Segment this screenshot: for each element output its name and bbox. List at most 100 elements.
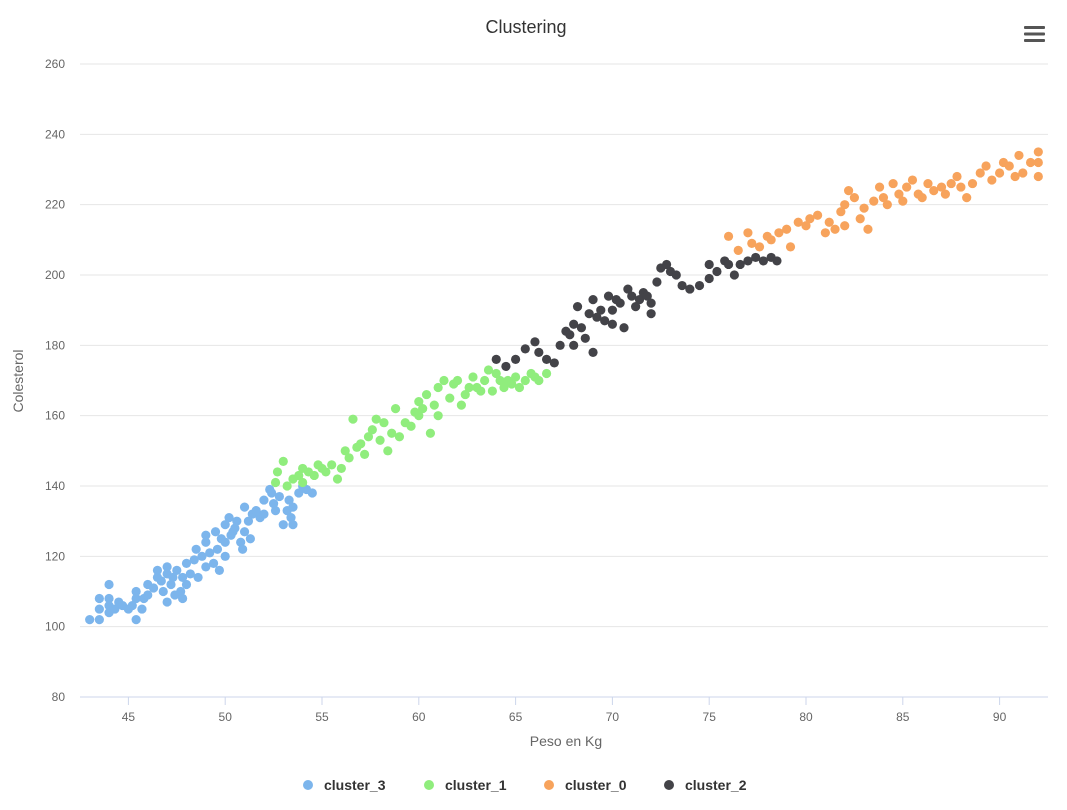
- data-point: [288, 502, 298, 512]
- data-point: [733, 245, 743, 255]
- data-point: [923, 178, 933, 189]
- data-point: [634, 295, 645, 305]
- data-point: [193, 572, 203, 583]
- y-tick-label: 140: [45, 479, 65, 493]
- data-point: [1033, 147, 1043, 157]
- data-point: [729, 270, 739, 280]
- data-point: [270, 506, 281, 516]
- legend-label: cluster_3: [324, 777, 386, 793]
- data-point: [191, 544, 201, 554]
- data-point: [210, 527, 221, 537]
- data-point: [274, 491, 285, 502]
- data-point: [162, 562, 172, 572]
- data-point: [793, 217, 803, 227]
- data-point: [452, 375, 463, 386]
- data-point: [882, 200, 892, 210]
- legend-item-cluster_0[interactable]: cluster_0: [544, 777, 627, 793]
- data-point: [967, 178, 978, 189]
- x-tick-label: 65: [509, 710, 523, 724]
- data-point: [917, 193, 927, 203]
- data-point: [375, 435, 385, 445]
- hamburger-menu-icon[interactable]: [1018, 20, 1052, 48]
- data-point: [232, 516, 242, 526]
- data-point: [712, 266, 722, 277]
- data-point: [840, 200, 850, 210]
- data-point: [251, 506, 261, 516]
- data-point: [495, 375, 505, 386]
- data-point: [747, 238, 757, 248]
- data-point: [272, 467, 283, 477]
- data-point: [662, 259, 672, 270]
- data-point: [1033, 157, 1043, 168]
- data-point: [907, 175, 918, 185]
- data-point: [772, 256, 782, 266]
- data-point: [1014, 150, 1024, 161]
- y-tick-label: 160: [45, 409, 65, 423]
- data-point: [309, 470, 319, 481]
- data-point: [646, 309, 656, 319]
- data-point: [243, 516, 254, 526]
- data-point: [356, 439, 366, 449]
- x-tick-label: 80: [799, 710, 813, 724]
- legend-item-cluster_3[interactable]: cluster_3: [303, 777, 386, 793]
- data-point: [158, 586, 168, 597]
- data-point: [131, 586, 141, 597]
- data-point: [520, 344, 530, 354]
- data-point: [327, 460, 337, 470]
- data-point: [588, 347, 598, 357]
- legend-item-cluster_1[interactable]: cluster_1: [424, 777, 507, 793]
- data-point: [751, 252, 761, 263]
- data-point: [501, 361, 511, 372]
- data-point: [940, 189, 950, 199]
- data-point: [694, 280, 705, 291]
- data-point: [156, 576, 166, 586]
- data-point: [429, 400, 439, 410]
- data-point: [94, 593, 104, 604]
- data-point: [201, 562, 211, 572]
- data-point: [418, 404, 428, 414]
- data-point: [1033, 171, 1043, 182]
- x-tick-label: 60: [412, 710, 426, 724]
- x-tick-label: 75: [703, 710, 717, 724]
- data-point: [615, 298, 625, 308]
- data-point: [433, 382, 443, 393]
- data-point: [464, 382, 474, 393]
- data-point: [565, 330, 575, 340]
- data-point: [646, 298, 656, 308]
- data-point: [383, 446, 393, 456]
- legend[interactable]: cluster_3 cluster_1 cluster_0 cluster_2: [303, 777, 747, 793]
- data-point: [181, 579, 192, 590]
- legend-item-cluster_2[interactable]: cluster_2: [664, 777, 747, 793]
- y-tick-label: 180: [45, 338, 65, 352]
- data-point: [267, 488, 277, 498]
- data-point: [491, 368, 501, 379]
- data-point: [439, 375, 449, 386]
- data-point: [239, 502, 250, 512]
- data-point: [421, 389, 432, 400]
- legend-label: cluster_1: [445, 777, 507, 793]
- data-point: [236, 537, 246, 547]
- data-point: [269, 498, 279, 509]
- data-point: [110, 604, 120, 614]
- data-point: [510, 372, 521, 382]
- data-point: [530, 337, 540, 347]
- data-point: [212, 544, 223, 554]
- data-point: [824, 217, 834, 227]
- data-point: [1025, 157, 1036, 168]
- data-point: [238, 544, 248, 554]
- data-point: [588, 295, 598, 305]
- data-point: [185, 569, 195, 579]
- data-point: [774, 228, 784, 238]
- data-point: [166, 579, 176, 590]
- series-cluster_2: [491, 252, 782, 372]
- data-point: [1004, 161, 1014, 171]
- data-point: [476, 386, 486, 396]
- data-point: [766, 235, 776, 245]
- data-point: [137, 604, 147, 614]
- x-tick-label: 90: [993, 710, 1007, 724]
- data-point: [94, 604, 104, 614]
- x-tick-label: 50: [219, 710, 233, 724]
- data-point: [220, 520, 230, 530]
- data-point: [208, 558, 219, 568]
- data-point: [168, 572, 178, 583]
